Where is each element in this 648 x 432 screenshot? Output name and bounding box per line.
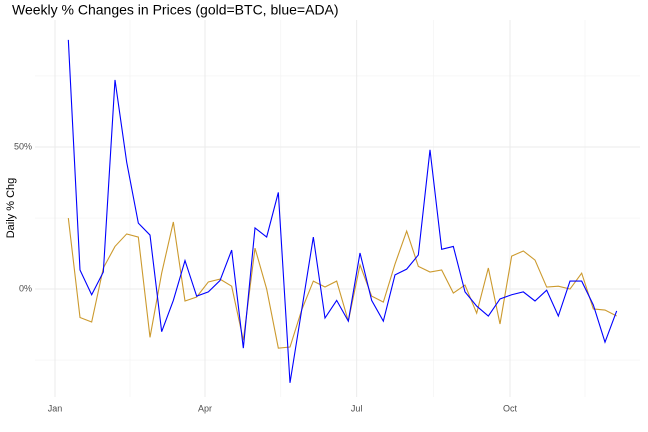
x-tick-label: Oct: [503, 403, 518, 413]
x-tick-label: Jan: [48, 403, 63, 413]
y-tick-label: 0%: [19, 283, 32, 293]
x-tick-label: Apr: [198, 403, 212, 413]
y-tick-label: 50%: [14, 141, 32, 151]
x-tick-label: Jul: [351, 403, 363, 413]
series-line: [67, 217, 617, 349]
y-axis-label: Daily % Chg: [5, 178, 17, 239]
series-line: [67, 39, 618, 383]
chart-title: Weekly % Changes in Prices (gold=BTC, bl…: [12, 2, 339, 18]
